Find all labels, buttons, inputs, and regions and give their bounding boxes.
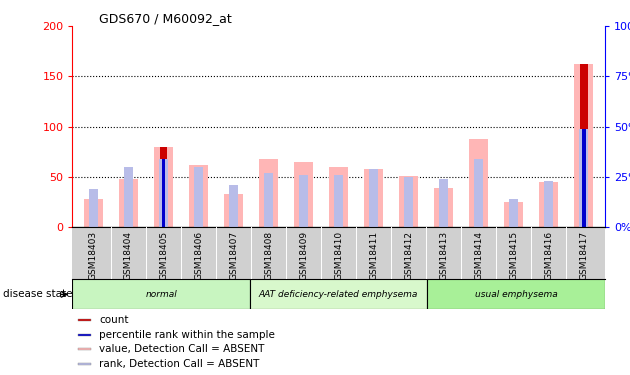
Bar	[224, 194, 243, 227]
Bar	[335, 175, 343, 227]
Bar	[250, 279, 427, 309]
Bar	[399, 176, 418, 227]
Bar	[582, 129, 585, 227]
Text: GSM18407: GSM18407	[229, 231, 238, 280]
Bar	[504, 202, 524, 227]
Bar	[159, 159, 168, 227]
Bar	[439, 179, 448, 227]
Bar	[369, 169, 378, 227]
Bar	[124, 166, 133, 227]
Text: GDS670 / M60092_at: GDS670 / M60092_at	[99, 12, 232, 25]
Bar	[77, 320, 91, 321]
Text: GSM18414: GSM18414	[474, 231, 483, 280]
Bar	[77, 334, 91, 336]
Text: normal: normal	[146, 290, 177, 299]
Text: GSM18417: GSM18417	[580, 231, 588, 280]
Bar	[294, 162, 313, 227]
Bar	[574, 64, 593, 227]
Text: GSM18404: GSM18404	[124, 231, 133, 280]
Bar	[159, 147, 168, 227]
Bar	[194, 166, 203, 227]
Bar	[154, 147, 173, 227]
Text: GSM18410: GSM18410	[334, 231, 343, 280]
Text: GSM18403: GSM18403	[89, 231, 98, 280]
Text: value, Detection Call = ABSENT: value, Detection Call = ABSENT	[99, 345, 265, 354]
Text: GSM18408: GSM18408	[264, 231, 273, 280]
Text: GSM18416: GSM18416	[544, 231, 553, 280]
Bar	[469, 139, 488, 227]
Text: GSM18413: GSM18413	[439, 231, 448, 280]
Text: count: count	[99, 315, 129, 326]
Bar	[84, 199, 103, 227]
Bar	[72, 279, 250, 309]
Bar	[259, 159, 278, 227]
Bar	[539, 182, 558, 227]
Text: usual emphysema: usual emphysema	[474, 290, 558, 299]
Text: AAT deficiency-related emphysema: AAT deficiency-related emphysema	[259, 290, 418, 299]
Bar	[189, 165, 208, 227]
Bar	[580, 64, 588, 227]
Bar	[434, 188, 454, 227]
Bar	[364, 169, 383, 227]
Text: disease state: disease state	[3, 290, 72, 299]
Bar	[544, 181, 553, 227]
Bar	[404, 177, 413, 227]
Text: rank, Detection Call = ABSENT: rank, Detection Call = ABSENT	[99, 359, 260, 369]
Text: GSM18412: GSM18412	[404, 231, 413, 280]
Bar	[329, 166, 348, 227]
Bar	[162, 159, 165, 227]
Bar	[474, 159, 483, 227]
Bar	[580, 129, 588, 227]
Bar	[77, 348, 91, 351]
Bar	[299, 175, 308, 227]
Bar	[427, 279, 605, 309]
Bar	[264, 173, 273, 227]
Bar	[89, 189, 98, 227]
Bar	[229, 185, 238, 227]
Text: GSM18406: GSM18406	[194, 231, 203, 280]
Text: GSM18409: GSM18409	[299, 231, 308, 280]
Text: GSM18405: GSM18405	[159, 231, 168, 280]
Bar	[119, 179, 138, 227]
Bar	[77, 363, 91, 365]
Text: percentile rank within the sample: percentile rank within the sample	[99, 330, 275, 340]
Text: GSM18415: GSM18415	[509, 231, 518, 280]
Bar	[510, 199, 518, 227]
Text: GSM18411: GSM18411	[369, 231, 378, 280]
